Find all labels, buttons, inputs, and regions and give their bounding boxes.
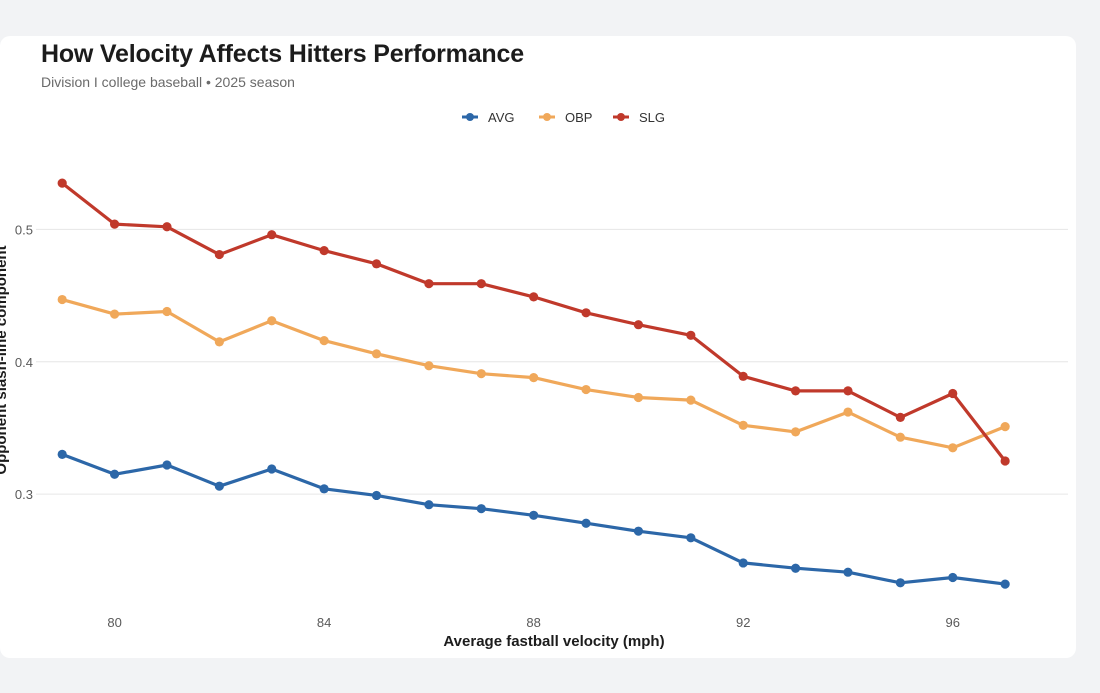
slg-point (162, 222, 172, 232)
obp-point (424, 361, 434, 371)
obp-point (319, 335, 329, 346)
obp-point (371, 349, 382, 359)
slg-point (267, 230, 277, 240)
avg-point (476, 504, 486, 514)
slg-point (948, 388, 958, 399)
slg-point (1000, 456, 1010, 466)
avg-point (581, 518, 591, 528)
x-tick-label: 88 (526, 615, 540, 630)
obp-point (476, 369, 486, 379)
obp-point (686, 395, 696, 405)
slg-point (57, 178, 67, 188)
avg-point (267, 464, 277, 474)
avg-point (738, 558, 748, 568)
series-avg (57, 449, 1010, 589)
y-axis-label: Opponent slash-line component (0, 245, 10, 474)
avg-point (843, 567, 853, 577)
obp-point (214, 337, 224, 347)
slg-point (581, 308, 591, 318)
x-axis-ticks: 80 84 88 92 96 (107, 615, 960, 630)
avg-point (162, 460, 172, 470)
obp-point (162, 306, 172, 317)
slg-point (895, 412, 905, 422)
avg-point (109, 469, 120, 479)
legend-swatch-dot (617, 113, 625, 121)
slg-point (686, 330, 696, 340)
series-slg (57, 178, 1010, 466)
avg-point (895, 578, 905, 588)
chart-title: How Velocity Affects Hitters Performance (41, 40, 524, 68)
x-tick-label: 92 (736, 615, 750, 630)
obp-point (633, 392, 644, 403)
obp-point (57, 294, 67, 305)
legend-item-slg[interactable]: SLG (613, 110, 665, 125)
slg-point (476, 279, 486, 289)
x-tick-label: 96 (946, 615, 960, 630)
obp-point (267, 316, 277, 326)
slg-point (319, 245, 329, 256)
slg-point (424, 279, 434, 289)
legend-swatch-dot (543, 113, 551, 121)
avg-point (1000, 579, 1010, 589)
chart-subtitle: Division I college baseball • 2025 seaso… (41, 74, 295, 90)
slg-point (790, 386, 801, 396)
obp-point (1000, 422, 1010, 432)
obp-point (790, 427, 801, 437)
legend[interactable]: AVG OBP SLG (462, 110, 665, 125)
avg-point (790, 563, 801, 573)
x-tick-label: 80 (107, 615, 121, 630)
avg-point (424, 500, 434, 510)
legend-item-obp[interactable]: OBP (539, 110, 592, 125)
legend-label: SLG (639, 110, 665, 125)
slg-point (214, 249, 224, 260)
slg-point (738, 371, 748, 381)
slg-point (371, 259, 382, 269)
slg-point (529, 292, 539, 302)
y-axis-ticks: 0.3 0.4 0.5 (15, 222, 33, 502)
legend-item-avg[interactable]: AVG (462, 110, 515, 125)
avg-point (686, 533, 696, 543)
slg-point (109, 219, 120, 229)
chart-card (0, 36, 1076, 658)
series-group (57, 178, 1010, 589)
obp-point (843, 407, 853, 417)
series-obp (57, 294, 1010, 453)
slg-point (843, 386, 853, 396)
obp-point (529, 373, 539, 383)
legend-swatch-dot (466, 113, 474, 121)
avg-point (57, 449, 67, 460)
avg-point (319, 484, 329, 494)
obp-point (581, 384, 591, 395)
legend-label: AVG (488, 110, 515, 125)
y-tick-label: 0.3 (15, 487, 33, 502)
x-axis-label: Average fastball velocity (mph) (443, 633, 664, 650)
obp-point (948, 443, 958, 453)
avg-point (529, 510, 539, 520)
y-tick-label: 0.4 (15, 355, 33, 370)
avg-point (633, 526, 644, 536)
y-tick-label: 0.5 (15, 222, 33, 237)
avg-point (948, 572, 958, 583)
legend-label: OBP (565, 110, 592, 125)
obp-point (109, 309, 120, 319)
obp-point (738, 420, 748, 430)
avg-point (214, 481, 224, 491)
x-tick-label: 84 (317, 615, 331, 630)
gridlines (36, 228, 1068, 495)
obp-point (895, 432, 905, 442)
slg-point (633, 320, 644, 330)
avg-point (371, 490, 382, 501)
